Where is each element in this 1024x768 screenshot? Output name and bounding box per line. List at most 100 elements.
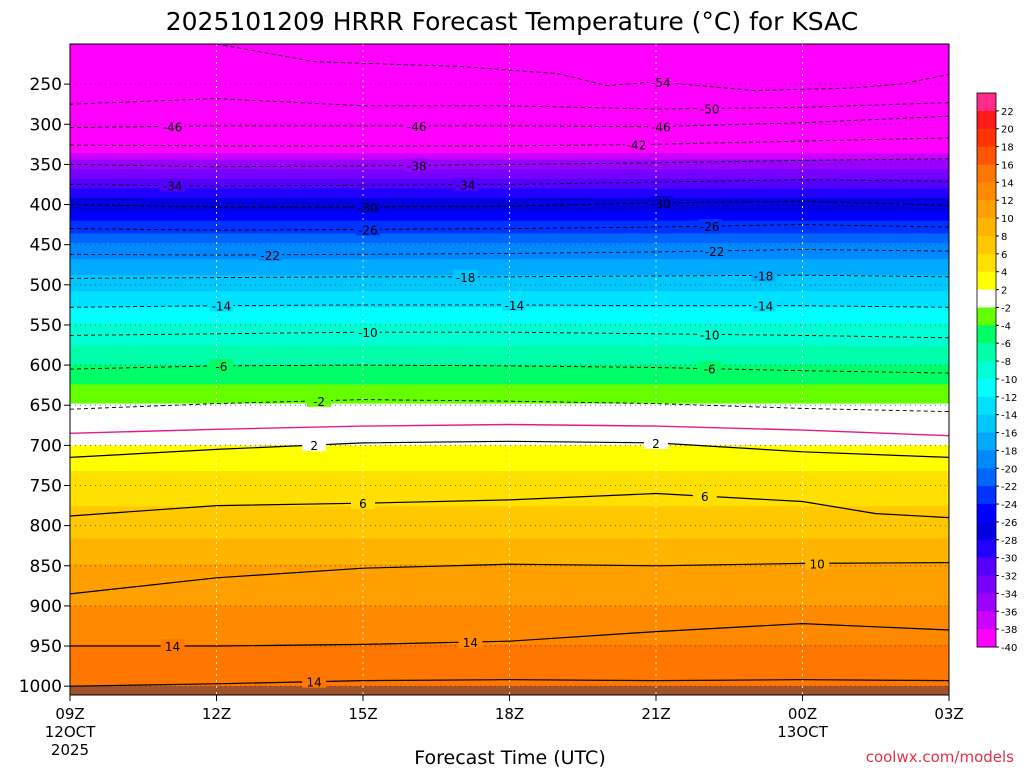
credit-text[interactable]: coolwx.com/models (866, 748, 1014, 766)
colorbar-label: -34 (1001, 589, 1017, 600)
temperature-band (70, 381, 949, 386)
colorbar-label: -4 (1001, 321, 1011, 332)
temperature-band (70, 647, 949, 652)
temperature-band (70, 419, 949, 424)
temperature-band (70, 657, 949, 662)
temperature-band (70, 551, 949, 556)
temperature-band (70, 323, 949, 328)
ground-surface (70, 686, 949, 695)
temperature-band (70, 63, 949, 68)
temperature-band (70, 255, 949, 261)
colorbar-swatch (977, 396, 996, 416)
x-year-label: 2025 (51, 741, 89, 759)
colorbar-swatch (977, 468, 996, 487)
y-tick-label: 800 (30, 517, 62, 537)
temperature-band (70, 130, 949, 135)
temperature-band (70, 682, 949, 688)
temperature-band (70, 644, 949, 649)
temperature-band (70, 499, 949, 505)
colorbar-swatch (977, 504, 996, 523)
x-axis-label: Forecast Time (UTC) (414, 747, 605, 768)
contour-label-bg (160, 178, 185, 192)
contour-label-bg (209, 298, 234, 312)
colorbar-label: -18 (1001, 446, 1017, 457)
temperature-band (70, 615, 949, 620)
colorbar-swatch (977, 414, 996, 434)
contour-label: -46 (407, 120, 427, 134)
temperature-band (70, 496, 949, 501)
colorbar-label: -6 (1001, 339, 1011, 350)
colorbar-swatch (977, 521, 996, 541)
temperature-band (70, 284, 949, 290)
colorbar-label: -36 (1001, 607, 1017, 618)
temperature-band (70, 560, 949, 566)
temperature-band (70, 532, 949, 537)
contour-label: -54 (651, 76, 671, 90)
y-tick-label: 250 (30, 75, 62, 95)
temperature-band (70, 243, 949, 248)
colorbar-label: 18 (1001, 143, 1014, 154)
temperature-band (70, 76, 949, 81)
contour-label-bg (648, 195, 673, 209)
temperature-band (70, 182, 949, 187)
x-tick-label: 12Z (202, 705, 231, 723)
temperature-contours: 14 14 14 10 6 6 2 2 -2 -6 -6 -10 -10 -14 -14 -14 -18 -18 -… (70, 44, 949, 690)
contour-label-bg (404, 158, 429, 172)
temperature-band (70, 239, 949, 245)
temperature-band (70, 387, 949, 392)
temperature-band (70, 191, 949, 196)
colorbar-swatch (977, 164, 996, 183)
contour-label-bg (355, 325, 380, 339)
temperature-band (70, 429, 949, 434)
temperature-band (70, 406, 949, 412)
temperature-band (70, 663, 949, 668)
temperature-band (70, 461, 949, 466)
contour-label-bg (697, 101, 722, 115)
temperature-band (70, 596, 949, 601)
colorbar-swatch (977, 307, 996, 326)
y-tick-label: 500 (30, 276, 62, 296)
colorbar-swatch (977, 539, 996, 559)
contour-label: -38 (407, 159, 427, 173)
contour-label-bg (697, 327, 722, 341)
contour-label-bg (307, 393, 332, 407)
temperature-band (70, 262, 949, 267)
colorbar-swatch (977, 200, 996, 219)
contour-label: 10 (810, 557, 825, 571)
y-tick-label: 400 (30, 196, 62, 216)
temperature-band (70, 509, 949, 514)
colorbar-swatch (977, 235, 996, 255)
colorbar-swatch (977, 611, 996, 630)
colorbar-label: -32 (1001, 572, 1017, 583)
contour-line (70, 679, 949, 687)
contour-label-bg (697, 361, 722, 375)
colorbar-label: -22 (1001, 482, 1017, 493)
freezing-line (70, 423, 949, 437)
colorbar-label: -28 (1001, 536, 1017, 547)
colorbar-swatch (977, 486, 996, 505)
temperature-band (70, 641, 949, 646)
colorbar-swatch (977, 271, 996, 291)
y-tick-label: 650 (30, 396, 62, 416)
temperature-band (70, 140, 949, 145)
contour-label-bg (453, 177, 478, 191)
temperature-band (70, 525, 949, 530)
y-tick-label: 450 (30, 236, 62, 256)
temperature-band (70, 281, 949, 286)
temperature-band (70, 464, 949, 469)
contour-label: -46 (651, 121, 671, 135)
colorbar-swatch (977, 432, 996, 451)
temperature-band (70, 548, 949, 553)
temperature-band (70, 146, 949, 151)
temperature-band (70, 233, 949, 238)
contour-label: -34 (456, 179, 476, 193)
temperature-band (70, 82, 949, 87)
colorbar-swatch (977, 593, 996, 612)
temperature-band (70, 490, 949, 495)
temperature-band (70, 586, 949, 591)
contour-label: -18 (456, 271, 476, 285)
colorbar-swatch (977, 450, 996, 469)
temperature-band (70, 634, 949, 640)
contour-label-bg (697, 219, 722, 233)
